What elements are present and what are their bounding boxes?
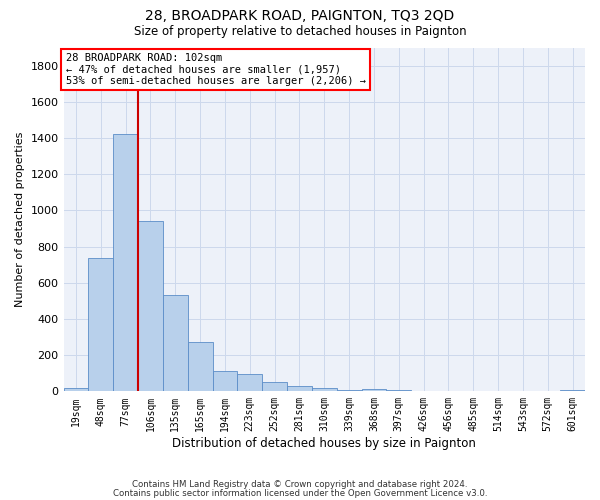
Bar [337, 390, 362, 392]
Bar [113, 134, 138, 392]
Text: Size of property relative to detached houses in Paignton: Size of property relative to detached ho… [134, 25, 466, 38]
Bar [262, 382, 287, 392]
Bar [386, 390, 411, 392]
Bar [560, 390, 585, 392]
Text: Contains public sector information licensed under the Open Government Licence v3: Contains public sector information licen… [113, 488, 487, 498]
Bar [287, 386, 312, 392]
Bar [212, 372, 238, 392]
Bar [188, 342, 212, 392]
Text: 28 BROADPARK ROAD: 102sqm
← 47% of detached houses are smaller (1,957)
53% of se: 28 BROADPARK ROAD: 102sqm ← 47% of detac… [65, 53, 365, 86]
Bar [88, 258, 113, 392]
Bar [238, 374, 262, 392]
Bar [138, 221, 163, 392]
Bar [362, 388, 386, 392]
Y-axis label: Number of detached properties: Number of detached properties [15, 132, 25, 307]
Bar [64, 388, 88, 392]
X-axis label: Distribution of detached houses by size in Paignton: Distribution of detached houses by size … [172, 437, 476, 450]
Bar [312, 388, 337, 392]
Text: Contains HM Land Registry data © Crown copyright and database right 2024.: Contains HM Land Registry data © Crown c… [132, 480, 468, 489]
Text: 28, BROADPARK ROAD, PAIGNTON, TQ3 2QD: 28, BROADPARK ROAD, PAIGNTON, TQ3 2QD [145, 9, 455, 23]
Bar [163, 296, 188, 392]
